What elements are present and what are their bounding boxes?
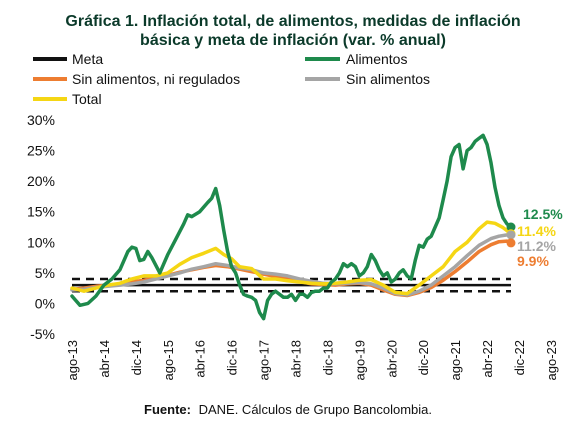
x-axis: ago-13 abr-14 dic-14 ago-15 abr-16 dic-16 ago-…: [65, 340, 559, 380]
x-tick-label: dic-14: [129, 340, 144, 375]
x-tick-label: ago-23: [544, 340, 559, 380]
y-tick-label: 15%: [27, 204, 55, 220]
x-tick-label: dic-22: [512, 340, 527, 375]
end-label-sin-alimentos: 11.2%: [517, 238, 556, 254]
source-note: Fuente: DANE. Cálculos de Grupo Bancolom…: [144, 402, 432, 417]
legend-label-sin-alimentos-ni-regulados: Sin alimentos, ni regulados: [72, 71, 240, 87]
end-label-total: 11.4%: [517, 223, 556, 239]
y-tick-label: 10%: [27, 234, 55, 250]
series-line-sin_alim: [70, 233, 513, 297]
x-tick-label: ago-21: [448, 340, 463, 380]
x-tick-label: ago-17: [257, 340, 272, 380]
x-tick-label: dic-16: [225, 340, 240, 375]
legend-label-meta: Meta: [72, 51, 103, 67]
end-marker-sin_alim_reg: [506, 238, 516, 248]
series-line-alimentos: [70, 133, 513, 321]
legend-label-alimentos: Alimentos: [346, 51, 407, 67]
y-tick-label: 5%: [35, 265, 55, 281]
end-marker-alimentos: [506, 222, 516, 232]
chart-title-line1: Gráfica 1. Inflación total, de alimentos…: [65, 13, 520, 30]
x-tick-label: ago-19: [352, 340, 367, 380]
legend-label-sin-alimentos: Sin alimentos: [346, 71, 430, 87]
x-tick-label: abr-20: [384, 340, 399, 378]
legend-label-total: Total: [72, 91, 102, 107]
x-tick-label: abr-14: [97, 340, 112, 378]
x-tick-label: ago-13: [65, 340, 80, 380]
x-tick-label: abr-18: [288, 340, 303, 378]
series-line-total: [70, 220, 513, 296]
x-tick-label: abr-16: [193, 340, 208, 378]
end-markers: [506, 222, 516, 248]
y-tick-label: 0%: [35, 295, 55, 311]
y-tick-label: 30%: [27, 112, 55, 128]
end-label-alimentos: 12.5%: [523, 206, 563, 222]
y-tick-label: -5%: [30, 326, 55, 342]
y-axis: -5% 0% 5% 10% 15% 20% 25% 30%: [27, 112, 55, 342]
end-marker-sin_alim: [506, 230, 516, 240]
source-text: DANE. Cálculos de Grupo Bancolombia.: [199, 402, 432, 417]
series-lines: [70, 133, 513, 321]
end-label-sin-alimentos-ni-regulados: 9.9%: [517, 253, 549, 269]
x-tick-label: dic-20: [416, 340, 431, 375]
x-tick-label: dic-18: [320, 340, 335, 375]
legend: Meta Alimentos Sin alimentos, ni regulad…: [33, 51, 430, 107]
chart-title-line2: básica y meta de inflación (var. % anual…: [140, 32, 446, 49]
y-tick-label: 25%: [27, 143, 55, 159]
source-label: Fuente:: [144, 402, 191, 417]
y-tick-label: 20%: [27, 173, 55, 189]
x-tick-label: ago-15: [161, 340, 176, 380]
x-tick-label: abr-22: [480, 340, 495, 378]
